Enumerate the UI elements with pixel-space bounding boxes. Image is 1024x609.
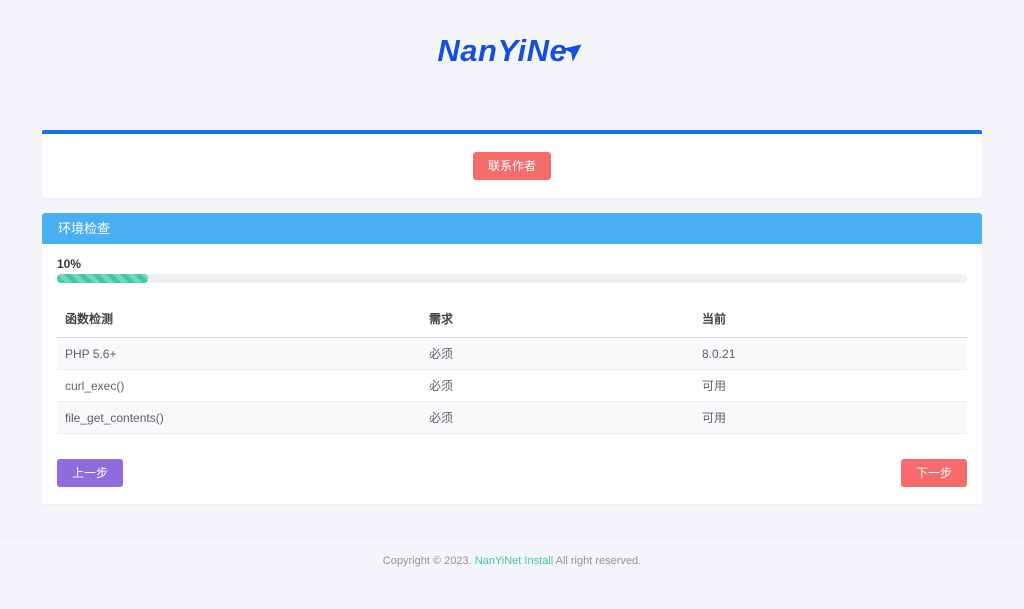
contact-card: 联系作者 (42, 130, 982, 198)
table-row: file_get_contents() 必须 可用 (57, 401, 967, 434)
progress-percent-label: 10% (57, 257, 82, 271)
check-current-value: 可用 (694, 369, 967, 402)
footer-install-link[interactable]: NanYiNet Install (474, 555, 554, 568)
progress-bar-track (57, 274, 967, 283)
check-name: curl_exec() (57, 369, 421, 402)
previous-step-button[interactable]: 上一步 (57, 459, 124, 488)
table-row: PHP 5.6+ 必须 8.0.21 (57, 337, 967, 370)
column-header-function: 函数检测 (57, 301, 421, 338)
check-requirement: 必须 (421, 369, 694, 402)
footer: Copyright © 2023. NanYiNet Install All r… (0, 537, 1024, 609)
check-current-value: 8.0.21 (694, 337, 967, 370)
check-requirement: 必须 (421, 401, 694, 434)
next-step-button[interactable]: 下一步 (900, 459, 967, 488)
column-header-current: 当前 (694, 301, 967, 338)
column-header-requirement: 需求 (421, 301, 694, 338)
contact-author-button[interactable]: 联系作者 (472, 151, 551, 181)
table-row: curl_exec() 必须 可用 (57, 369, 967, 402)
step-buttons-row: 上一步 下一步 (57, 459, 967, 488)
progress-fill (57, 274, 148, 283)
table-header-row: 函数检测 需求 当前 (57, 301, 967, 338)
main-container: 联系作者 环境检查 10% 函数检测 需求 当前 PHP 5.6+ (42, 130, 982, 505)
panel-title: 环境检查 (42, 213, 982, 244)
check-name: PHP 5.6+ (57, 337, 421, 370)
logo: NanYiNe ➤ (437, 30, 591, 69)
logo-text: NanYiNe (437, 33, 568, 68)
check-current-value: 可用 (694, 401, 967, 434)
environment-check-table: 函数检测 需求 当前 PHP 5.6+ 必须 8.0.21 curl_exec(… (57, 301, 967, 434)
check-requirement: 必须 (421, 337, 694, 370)
rights-text: All right reserved. (555, 555, 642, 568)
check-name: file_get_contents() (57, 401, 421, 434)
copyright-text: Copyright © 2023. (382, 555, 472, 568)
environment-check-panel: 环境检查 10% 函数检测 需求 当前 PHP 5.6+ 必须 (42, 213, 982, 505)
panel-body: 10% 函数检测 需求 当前 PHP 5.6+ 必须 8.0.21 (42, 244, 982, 504)
header: NanYiNe ➤ (0, 0, 1024, 69)
